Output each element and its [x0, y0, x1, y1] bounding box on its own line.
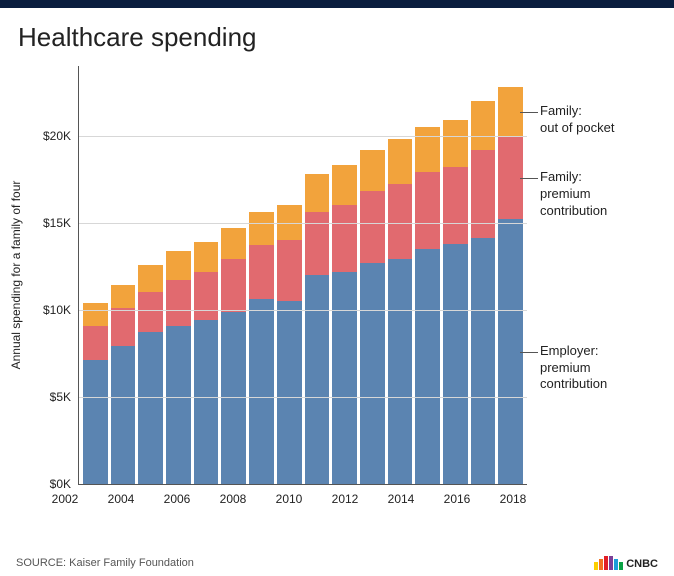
bar-segment-family_premium	[415, 172, 440, 249]
gridline	[79, 397, 527, 398]
bar-segment-family_oop	[360, 150, 385, 192]
bar-segment-employer	[415, 249, 440, 484]
bar-segment-family_oop	[388, 139, 413, 184]
legend-leader	[520, 352, 538, 353]
bar	[360, 66, 385, 484]
x-tick-label: 2012	[332, 484, 359, 506]
bar-segment-employer	[138, 332, 163, 484]
bar-segment-family_oop	[332, 165, 357, 205]
bar-segment-employer	[443, 244, 468, 484]
bar-segment-employer	[305, 275, 330, 484]
bar	[83, 66, 108, 484]
bar	[194, 66, 219, 484]
y-tick-label: $20K	[43, 129, 79, 143]
bar	[388, 66, 413, 484]
x-tick-label: 2002	[52, 484, 79, 506]
x-tick-label: 2008	[220, 484, 247, 506]
peacock-feather-icon	[594, 562, 598, 570]
bar-segment-family_premium	[249, 245, 274, 299]
bar-segment-family_oop	[138, 265, 163, 293]
bar-segment-employer	[194, 320, 219, 484]
gridline	[79, 310, 527, 311]
source-text: SOURCE: Kaiser Family Foundation	[16, 557, 194, 569]
plot-area: $0K$5K$10K$15K$20K2002200420062008201020…	[78, 66, 527, 485]
bar	[111, 66, 136, 484]
bar-segment-employer	[360, 263, 385, 484]
x-tick-label: 2006	[164, 484, 191, 506]
peacock-feather-icon	[599, 559, 603, 570]
bar-segment-family_oop	[111, 285, 136, 308]
bar-segment-employer	[388, 259, 413, 484]
bar-segment-family_oop	[221, 228, 246, 259]
bar	[471, 66, 496, 484]
bar-segment-family_oop	[443, 120, 468, 167]
bars-container	[79, 66, 527, 484]
bar-segment-employer	[83, 360, 108, 484]
bar-segment-employer	[332, 272, 357, 484]
bar-segment-family_oop	[415, 127, 440, 172]
brand-logo: CNBC	[594, 556, 658, 570]
peacock-feather-icon	[604, 556, 608, 570]
bar-segment-family_premium	[111, 308, 136, 346]
bar-segment-family_oop	[194, 242, 219, 272]
bar	[249, 66, 274, 484]
legend-leader	[520, 112, 538, 113]
bar-segment-family_premium	[443, 167, 468, 244]
bar	[138, 66, 163, 484]
x-tick-label: 2004	[108, 484, 135, 506]
y-tick-label: $15K	[43, 216, 79, 230]
bar-segment-family_oop	[249, 212, 274, 245]
y-tick-label: $5K	[50, 390, 79, 404]
bar	[498, 66, 523, 484]
legend-label-family_premium: Family:premiumcontribution	[540, 169, 607, 220]
bar	[221, 66, 246, 484]
bar-segment-family_oop	[83, 303, 108, 326]
bar-segment-employer	[166, 326, 191, 484]
peacock-feather-icon	[609, 556, 613, 570]
bar-segment-family_premium	[83, 326, 108, 361]
gridline	[79, 136, 527, 137]
bar	[166, 66, 191, 484]
bar	[415, 66, 440, 484]
bar	[305, 66, 330, 484]
x-tick-label: 2016	[444, 484, 471, 506]
bar-segment-family_premium	[360, 191, 385, 262]
chart-container: $0K$5K$10K$15K$20K2002200420062008201020…	[0, 0, 674, 576]
footer: SOURCE: Kaiser Family Foundation CNBC	[0, 556, 674, 570]
legend-label-family_oop: Family:out of pocket	[540, 103, 614, 137]
bar-segment-employer	[249, 299, 274, 484]
bar-segment-family_premium	[166, 280, 191, 325]
peacock-feather-icon	[614, 559, 618, 570]
bar-segment-family_premium	[221, 259, 246, 311]
bar	[277, 66, 302, 484]
bar-segment-family_oop	[471, 101, 496, 150]
bar-segment-family_premium	[194, 272, 219, 321]
bar-segment-family_premium	[471, 150, 496, 239]
bar-segment-employer	[471, 238, 496, 484]
y-axis-label: Annual spending for a family of four	[9, 181, 23, 370]
bar-segment-family_oop	[166, 251, 191, 281]
bar-segment-family_premium	[305, 212, 330, 275]
x-tick-label: 2018	[500, 484, 527, 506]
x-tick-label: 2010	[276, 484, 303, 506]
bar-segment-family_oop	[305, 174, 330, 212]
bar-segment-employer	[111, 346, 136, 484]
bar-segment-employer	[277, 301, 302, 484]
brand-name: CNBC	[626, 558, 658, 570]
bar-segment-family_premium	[332, 205, 357, 271]
legend-leader	[520, 178, 538, 179]
y-tick-label: $10K	[43, 303, 79, 317]
bar-segment-family_premium	[277, 240, 302, 301]
bar	[443, 66, 468, 484]
legend-label-employer: Employer:premiumcontribution	[540, 343, 607, 394]
x-tick-label: 2014	[388, 484, 415, 506]
bar-segment-family_premium	[138, 292, 163, 332]
peacock-feather-icon	[619, 562, 623, 570]
gridline	[79, 223, 527, 224]
bar	[332, 66, 357, 484]
